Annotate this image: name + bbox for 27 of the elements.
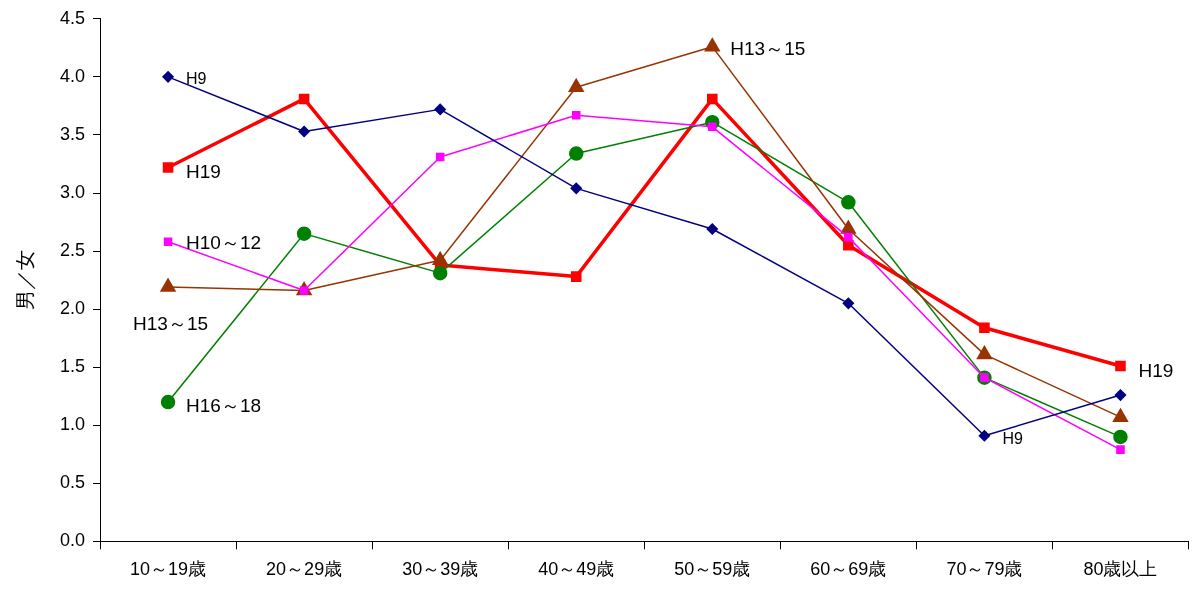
y-tick-label: 3.5 [59,123,86,144]
annotation: H13～15 [730,37,806,59]
y-tick-label: 0.5 [59,472,86,493]
annotation: H9 [186,70,207,88]
annotation: H16～18 [186,395,262,417]
y-tick-label: 3.0 [59,181,86,202]
x-tick-label: 70～79歳 [946,559,1023,580]
y-tick-label: 1.5 [59,356,86,377]
y-tick-label: 2.0 [59,298,86,319]
x-tick-label: 80歳以上 [1083,559,1158,580]
y-tick-label: 0.0 [59,530,86,551]
annotation: H13～15 [133,313,209,335]
x-tick-label: 50～59歳 [674,559,751,580]
x-tick-label: 60～69歳 [810,559,887,580]
y-tick-label: 1.0 [59,414,86,435]
y-tick-label: 4.0 [59,65,86,86]
annotation: H10～12 [186,232,262,254]
x-tick-label: 30～39歳 [402,559,479,580]
annotation: H19 [1138,360,1174,382]
x-tick-label: 40～49歳 [538,559,615,580]
annotation: H19 [186,160,221,182]
x-tick-label: 20～29歳 [266,559,343,580]
annotation: H9 [1002,430,1023,448]
y-tick-label: 2.5 [59,240,86,261]
y-tick-label: 4.5 [59,7,86,28]
x-tick-label: 10～19歳 [130,559,207,580]
y-axis-title: 男／女 [13,250,36,311]
